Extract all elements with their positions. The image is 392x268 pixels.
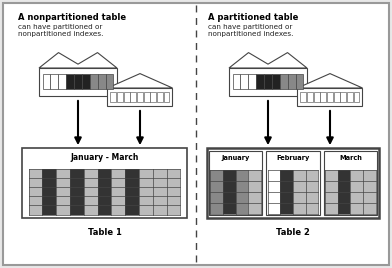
Polygon shape [39,53,117,68]
Bar [107,88,172,106]
Bar [153,169,167,214]
Bar [363,170,376,214]
Bar [137,92,143,102]
Bar [98,169,111,214]
Bar [42,74,50,89]
Bar [84,169,98,214]
Bar [143,92,149,102]
Bar [306,170,318,214]
Text: A nonpartitioned table: A nonpartitioned table [18,13,126,22]
Bar [111,92,116,102]
Bar [150,92,156,102]
Text: Table 1: Table 1 [88,228,122,237]
Bar [334,92,339,102]
Bar [338,170,350,214]
Bar [298,88,363,106]
Text: January: January [221,155,250,161]
Bar [209,151,262,215]
Text: can have partitioned or
nonpartitioned indexes.: can have partitioned or nonpartitioned i… [18,24,103,37]
Bar [56,169,70,214]
Bar [207,148,379,218]
Bar [256,74,263,89]
Bar [350,170,363,214]
Text: can have partitioned or
nonpartitioned indexes.: can have partitioned or nonpartitioned i… [208,24,293,37]
Polygon shape [107,74,172,88]
Bar [131,92,136,102]
Bar [111,169,125,214]
Bar [325,170,338,214]
Bar [106,74,113,89]
Text: Table 2: Table 2 [276,228,310,237]
Text: March: March [339,155,362,161]
Bar [91,74,98,89]
Text: February: February [276,155,310,161]
Bar [272,74,279,89]
Bar [300,92,306,102]
Polygon shape [229,53,307,68]
Bar [327,92,333,102]
Text: A partitioned table: A partitioned table [208,13,298,22]
Bar [232,74,240,89]
Bar [223,170,236,214]
Bar [236,170,248,214]
Bar [66,74,74,89]
Bar [296,74,303,89]
Bar [240,74,248,89]
Bar [117,92,123,102]
Bar [354,92,359,102]
Bar [268,170,280,214]
Bar [157,92,163,102]
Bar [211,170,223,214]
Bar [320,92,326,102]
Bar [70,169,84,214]
Bar [249,74,256,89]
Bar [42,169,56,214]
Bar [29,169,42,214]
Bar [293,170,306,214]
Bar [22,148,187,218]
Bar [39,68,117,96]
Bar [125,169,139,214]
Bar [58,74,65,89]
Bar [340,92,346,102]
Bar [82,74,89,89]
Bar [314,92,319,102]
Bar [248,170,261,214]
Bar [289,74,296,89]
Bar [167,169,180,214]
Bar [124,92,130,102]
Bar [324,151,377,215]
Bar [163,92,169,102]
Bar [229,68,307,96]
Bar [139,169,153,214]
Polygon shape [298,74,363,88]
Bar [265,74,272,89]
Bar [74,74,82,89]
Bar [280,74,288,89]
Bar [98,74,105,89]
Bar [51,74,58,89]
Bar [347,92,353,102]
Text: January - March: January - March [70,153,139,162]
Bar [280,170,293,214]
Bar [307,92,313,102]
Bar [266,151,319,215]
